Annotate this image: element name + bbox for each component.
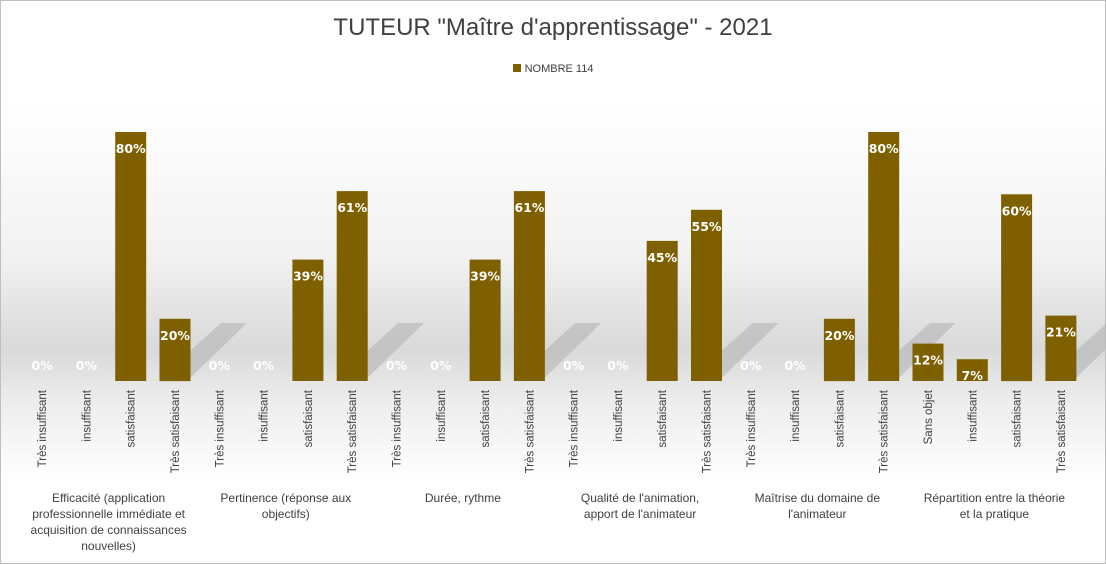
category-tick-label: Très satisfaisant [170,389,182,473]
category-tick-label: insuffisant [259,389,271,441]
group-label: Répartition entre la théorie [924,491,1066,505]
category-tick-label: satisfaisant [1012,389,1024,447]
group-label: l'animateur [788,507,846,521]
group-label: professionnelle immédiate et [32,507,185,521]
category-tick-label: Très insuffisant [746,389,758,467]
group-label: Durée, rythme [425,491,501,505]
data-label: 55% [692,219,722,234]
bar [823,318,855,382]
data-label: 0% [607,358,629,373]
group-label: et la pratique [960,507,1030,521]
bar [646,240,678,381]
data-label: 45% [647,250,677,265]
legend: NOMBRE 114 [0,63,1106,75]
data-label: 60% [1002,203,1032,218]
bar [292,259,324,381]
data-label: 0% [209,358,231,373]
category-tick-label: insuffisant [81,389,93,441]
category-tick-label: Sans objet [923,389,935,444]
category-tick-label: satisfaisant [126,389,138,447]
data-label: 20% [160,328,190,343]
data-label: 12% [913,353,943,368]
chart-title: TUTEUR "Maître d'apprentissage" - 2021 [333,14,773,41]
category-tick-label: Très insuffisant [392,389,404,467]
data-label: 0% [386,358,408,373]
category-tick-label: insuffisant [967,389,979,441]
bar [868,132,900,381]
bar [956,359,988,381]
data-label: 80% [869,141,899,156]
category-tick-label: satisfaisant [480,389,492,447]
legend-label: NOMBRE 114 [524,63,594,75]
bar [159,318,191,382]
data-label: 0% [563,358,585,373]
group-label: Qualité de l'animation, [581,491,699,505]
data-label: 7% [962,368,984,383]
data-label: 21% [1046,325,1076,340]
category-tick-label: Très satisfaisant [1056,389,1068,473]
group-label: nouvelles) [81,539,136,553]
category-tick-label: Très insuffisant [569,389,581,467]
category-tick-label: satisfaisant [834,389,846,447]
bar [469,259,501,381]
category-tick-label: satisfaisant [303,389,315,447]
category-tick-label: insuffisant [790,389,802,441]
group-label: apport de l'animateur [584,507,696,521]
data-label: 0% [76,358,98,373]
data-label: 0% [740,358,762,373]
bar [912,343,944,381]
data-label: 0% [253,358,275,373]
group-label: objectifs) [262,507,310,521]
category-tick-label: Très satisfaisant [524,389,536,473]
data-label: 0% [31,358,53,373]
category-tick-label: Très satisfaisant [879,389,891,473]
group-label: Maîtrise du domaine de [755,491,881,505]
legend-swatch [512,64,521,72]
category-tick-label: Très satisfaisant [702,389,714,473]
data-label: 0% [430,358,452,373]
data-label: 0% [784,358,806,373]
data-label: 39% [470,269,500,284]
data-label: 20% [824,328,854,343]
category-tick-label: satisfaisant [657,389,669,447]
bar [513,191,545,381]
category-tick-label: Très insuffisant [214,389,226,467]
bar [115,132,147,381]
category-tick-label: Très insuffisant [37,389,49,467]
category-tick-label: insuffisant [436,389,448,441]
bar [1001,194,1033,382]
bar [336,191,368,381]
data-label: 61% [337,200,367,215]
data-label: 39% [293,269,323,284]
data-label: 80% [116,141,146,156]
bar [1045,315,1077,381]
group-label: Pertinence (réponse aux [220,491,351,505]
data-label: 61% [514,200,544,215]
bar [691,209,722,381]
group-label: acquisition de connaissances [31,523,187,537]
group-label: Efficacité (application [52,491,165,505]
category-tick-label: insuffisant [613,389,625,441]
category-tick-label: Très satisfaisant [347,389,359,473]
